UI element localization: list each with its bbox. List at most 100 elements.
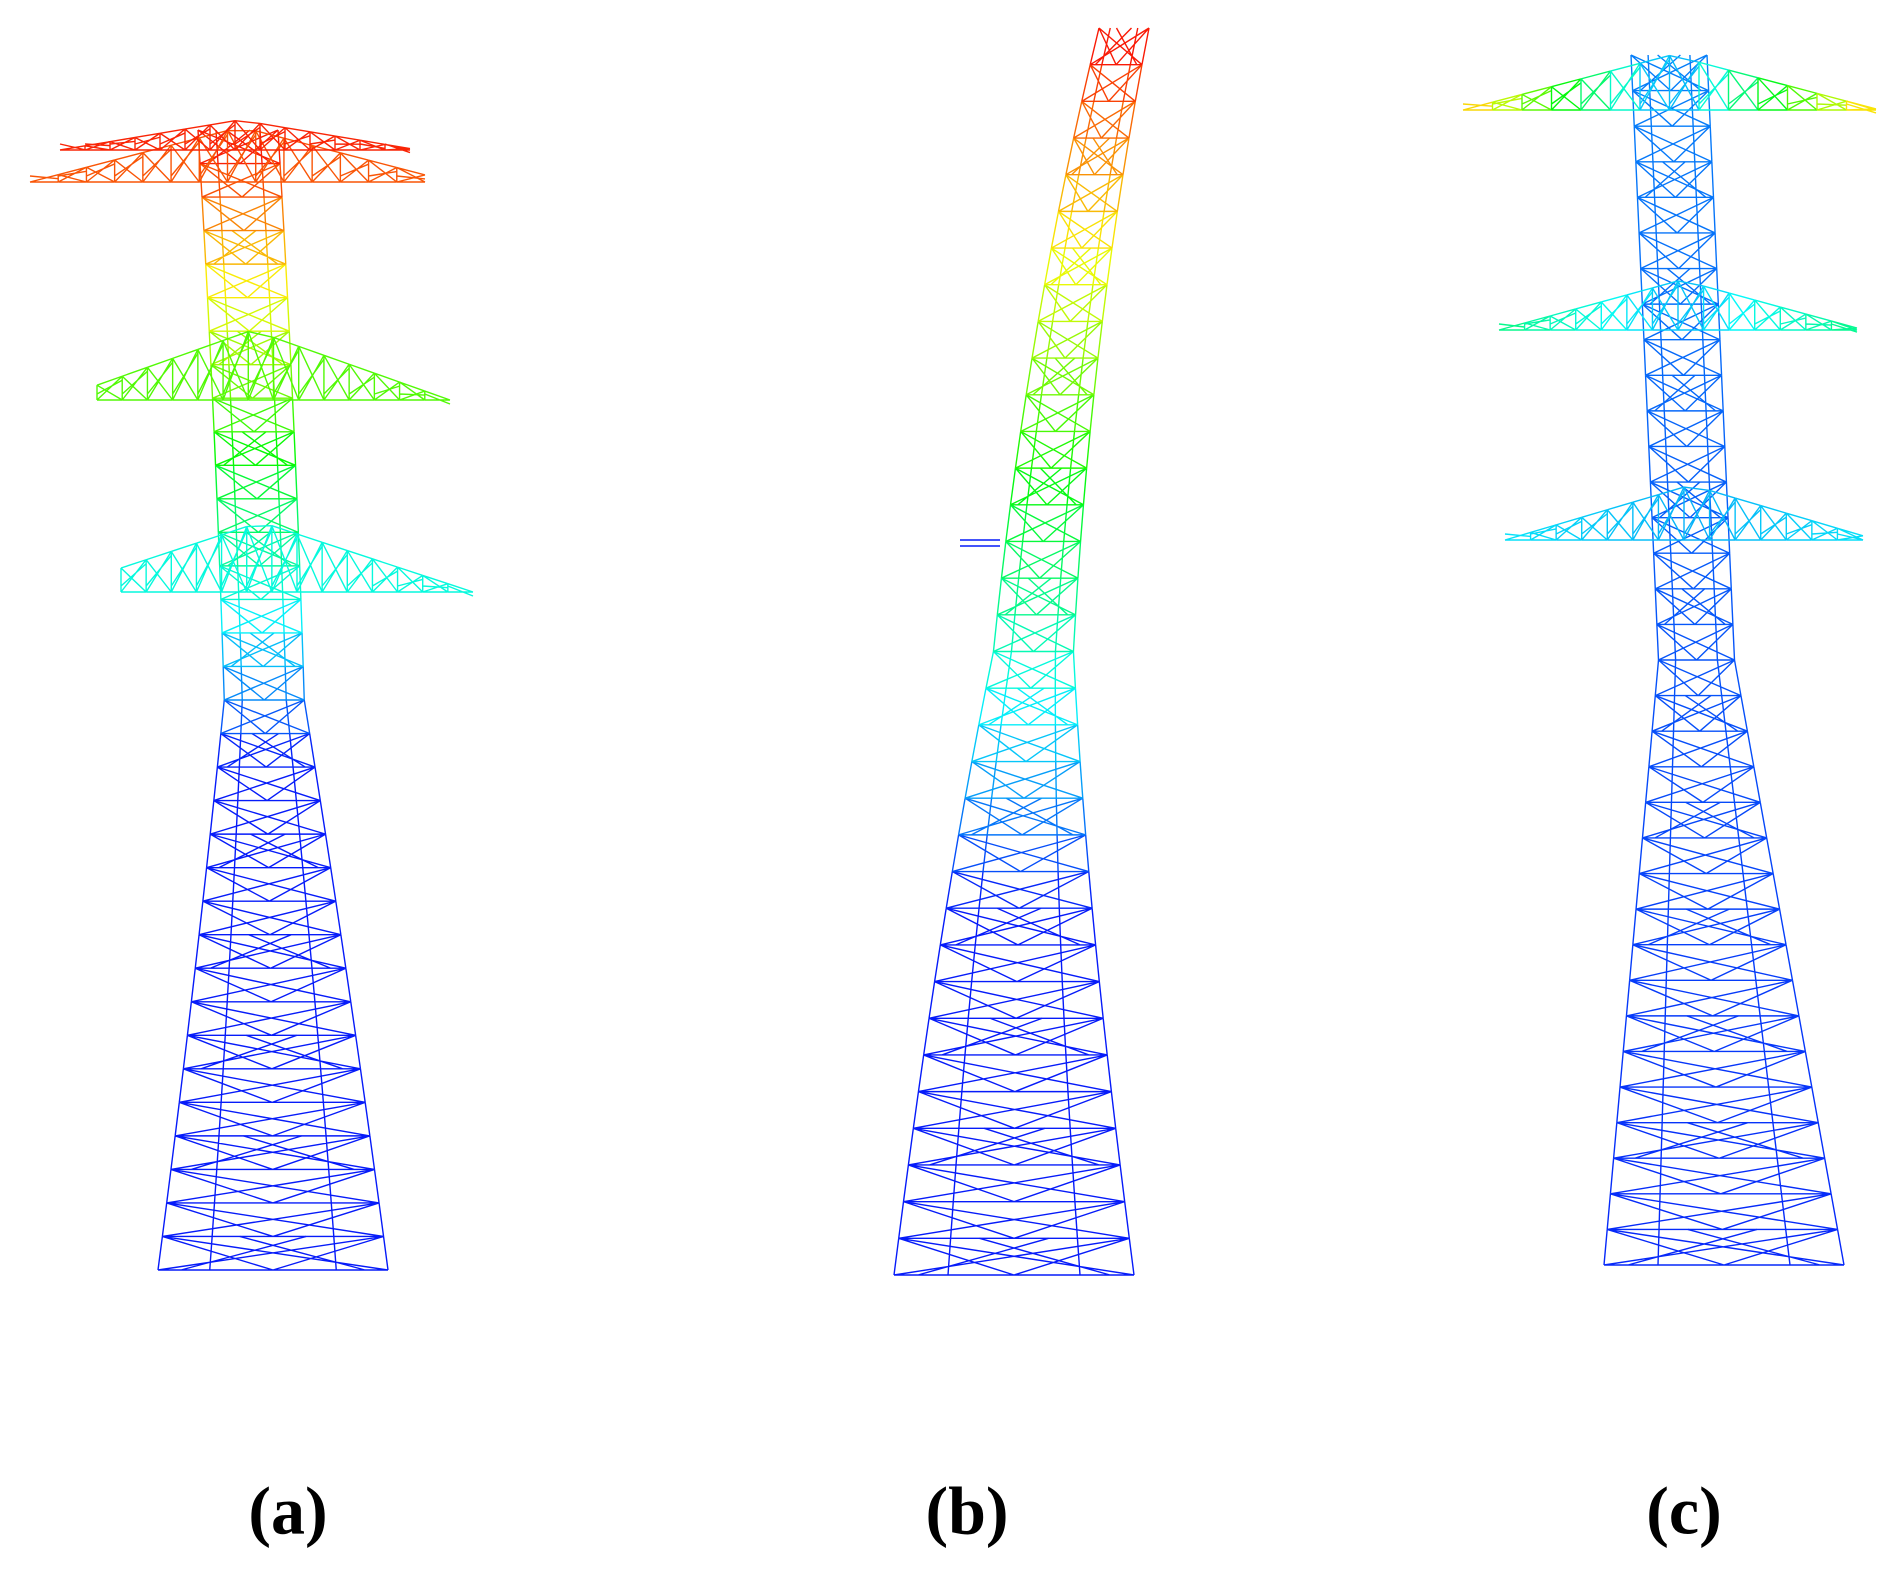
lattice-member — [1504, 531, 1531, 541]
lattice-member — [309, 131, 336, 151]
lattice-member — [1523, 315, 1551, 331]
lattice-member — [178, 1068, 366, 1104]
lattice-member — [1609, 1157, 1832, 1195]
lattice-member — [945, 870, 1093, 909]
lattice-member — [1005, 504, 1085, 543]
lattice-member — [447, 583, 474, 597]
lattice-member — [1654, 588, 1734, 626]
lattice-member — [1529, 524, 1557, 541]
lattice-member — [933, 944, 1101, 983]
lattice-member — [1785, 512, 1813, 541]
lattice-member — [1805, 313, 1832, 331]
lattice-member — [1575, 301, 1602, 331]
lattice-member — [218, 565, 302, 601]
lattice-member — [1644, 766, 1761, 804]
lattice-member — [271, 525, 298, 593]
lattice-member — [201, 196, 285, 232]
lattice-member — [1683, 486, 1711, 541]
lattice-member — [199, 162, 283, 198]
lattice-member — [348, 363, 375, 401]
lattice-member — [161, 1202, 385, 1238]
lattice-member — [1580, 70, 1612, 111]
lattice-member — [928, 980, 1104, 1019]
lattice-member — [298, 345, 325, 401]
lattice-member — [1654, 659, 1742, 697]
lattice-member — [1089, 27, 1150, 66]
lattice-member — [1698, 61, 1730, 111]
lattice-member — [198, 129, 229, 183]
lattice-member — [1643, 339, 1723, 376]
lattice-member — [1603, 1228, 1845, 1266]
lattice-member — [1065, 137, 1130, 176]
lattice-member — [222, 330, 249, 401]
lattice-member — [1727, 69, 1759, 111]
lattice-member — [1668, 54, 1700, 111]
lattice-member — [166, 1168, 380, 1204]
lattice-member — [373, 372, 401, 401]
lattice-member — [957, 797, 1087, 836]
lattice-member — [985, 650, 1077, 689]
lattice-member — [1644, 374, 1724, 412]
lattice-member — [907, 1127, 1121, 1166]
lattice-member — [221, 632, 304, 668]
lattice-member — [259, 122, 286, 151]
lattice-member — [939, 907, 1097, 946]
lattice-member — [1057, 174, 1124, 213]
lattice-member — [1648, 730, 1755, 768]
lattice-member — [422, 574, 449, 593]
lattice-member — [996, 577, 1079, 616]
lattice-member — [1702, 285, 1730, 331]
lattice-member — [323, 354, 350, 401]
lattice-member — [971, 724, 1081, 763]
lattice-member — [1728, 292, 1756, 331]
lattice-member — [186, 1001, 357, 1036]
lattice-member — [220, 598, 303, 634]
lattice-member — [59, 143, 86, 151]
lattice-member — [1622, 1015, 1807, 1053]
panel-label: (c) — [1646, 1473, 1721, 1549]
lattice-member — [339, 152, 370, 183]
lattice-member — [1020, 394, 1095, 433]
lattice-member — [194, 934, 347, 969]
lattice-member — [1625, 979, 1800, 1017]
lattice-member — [205, 833, 332, 869]
lattice-member — [992, 614, 1077, 653]
lattice-member — [216, 732, 316, 768]
lattice-member — [1612, 1121, 1826, 1159]
lattice-member — [1009, 467, 1088, 506]
lattice-member — [247, 330, 275, 401]
lattice-member — [321, 541, 348, 593]
lattice-member — [1000, 540, 1082, 579]
lattice-member — [917, 1054, 1113, 1093]
lattice-member — [922, 1017, 1108, 1056]
lattice-member — [1633, 125, 1713, 163]
lattice-member — [1639, 54, 1671, 111]
lattice-member — [1555, 516, 1583, 541]
lattice-member — [1581, 509, 1608, 541]
lattice-member — [1760, 504, 1787, 541]
lattice-member — [367, 159, 398, 183]
lattice-member — [1708, 489, 1736, 541]
lattice-member — [1072, 100, 1136, 139]
lattice-member — [1037, 284, 1108, 323]
lattice-member — [384, 143, 411, 154]
lattice-member — [220, 699, 311, 735]
lattice-member — [1635, 872, 1781, 910]
lattice-member — [85, 159, 116, 183]
lattice-member — [893, 1237, 1135, 1276]
tower-models — [29, 27, 1877, 1276]
lattice-member — [902, 1164, 1126, 1203]
lattice-member — [1491, 93, 1523, 111]
lattice-member — [197, 339, 224, 401]
lattice-member — [1830, 320, 1858, 333]
lattice-member — [202, 866, 337, 902]
lattice-member — [296, 533, 323, 593]
lattice-member — [203, 229, 287, 265]
lattice-member — [145, 550, 172, 593]
lattice-member — [213, 431, 297, 466]
lattice-member — [1779, 306, 1807, 331]
lattice-member — [1816, 92, 1847, 111]
lattice-member — [272, 336, 300, 401]
lattice-member — [184, 124, 211, 151]
